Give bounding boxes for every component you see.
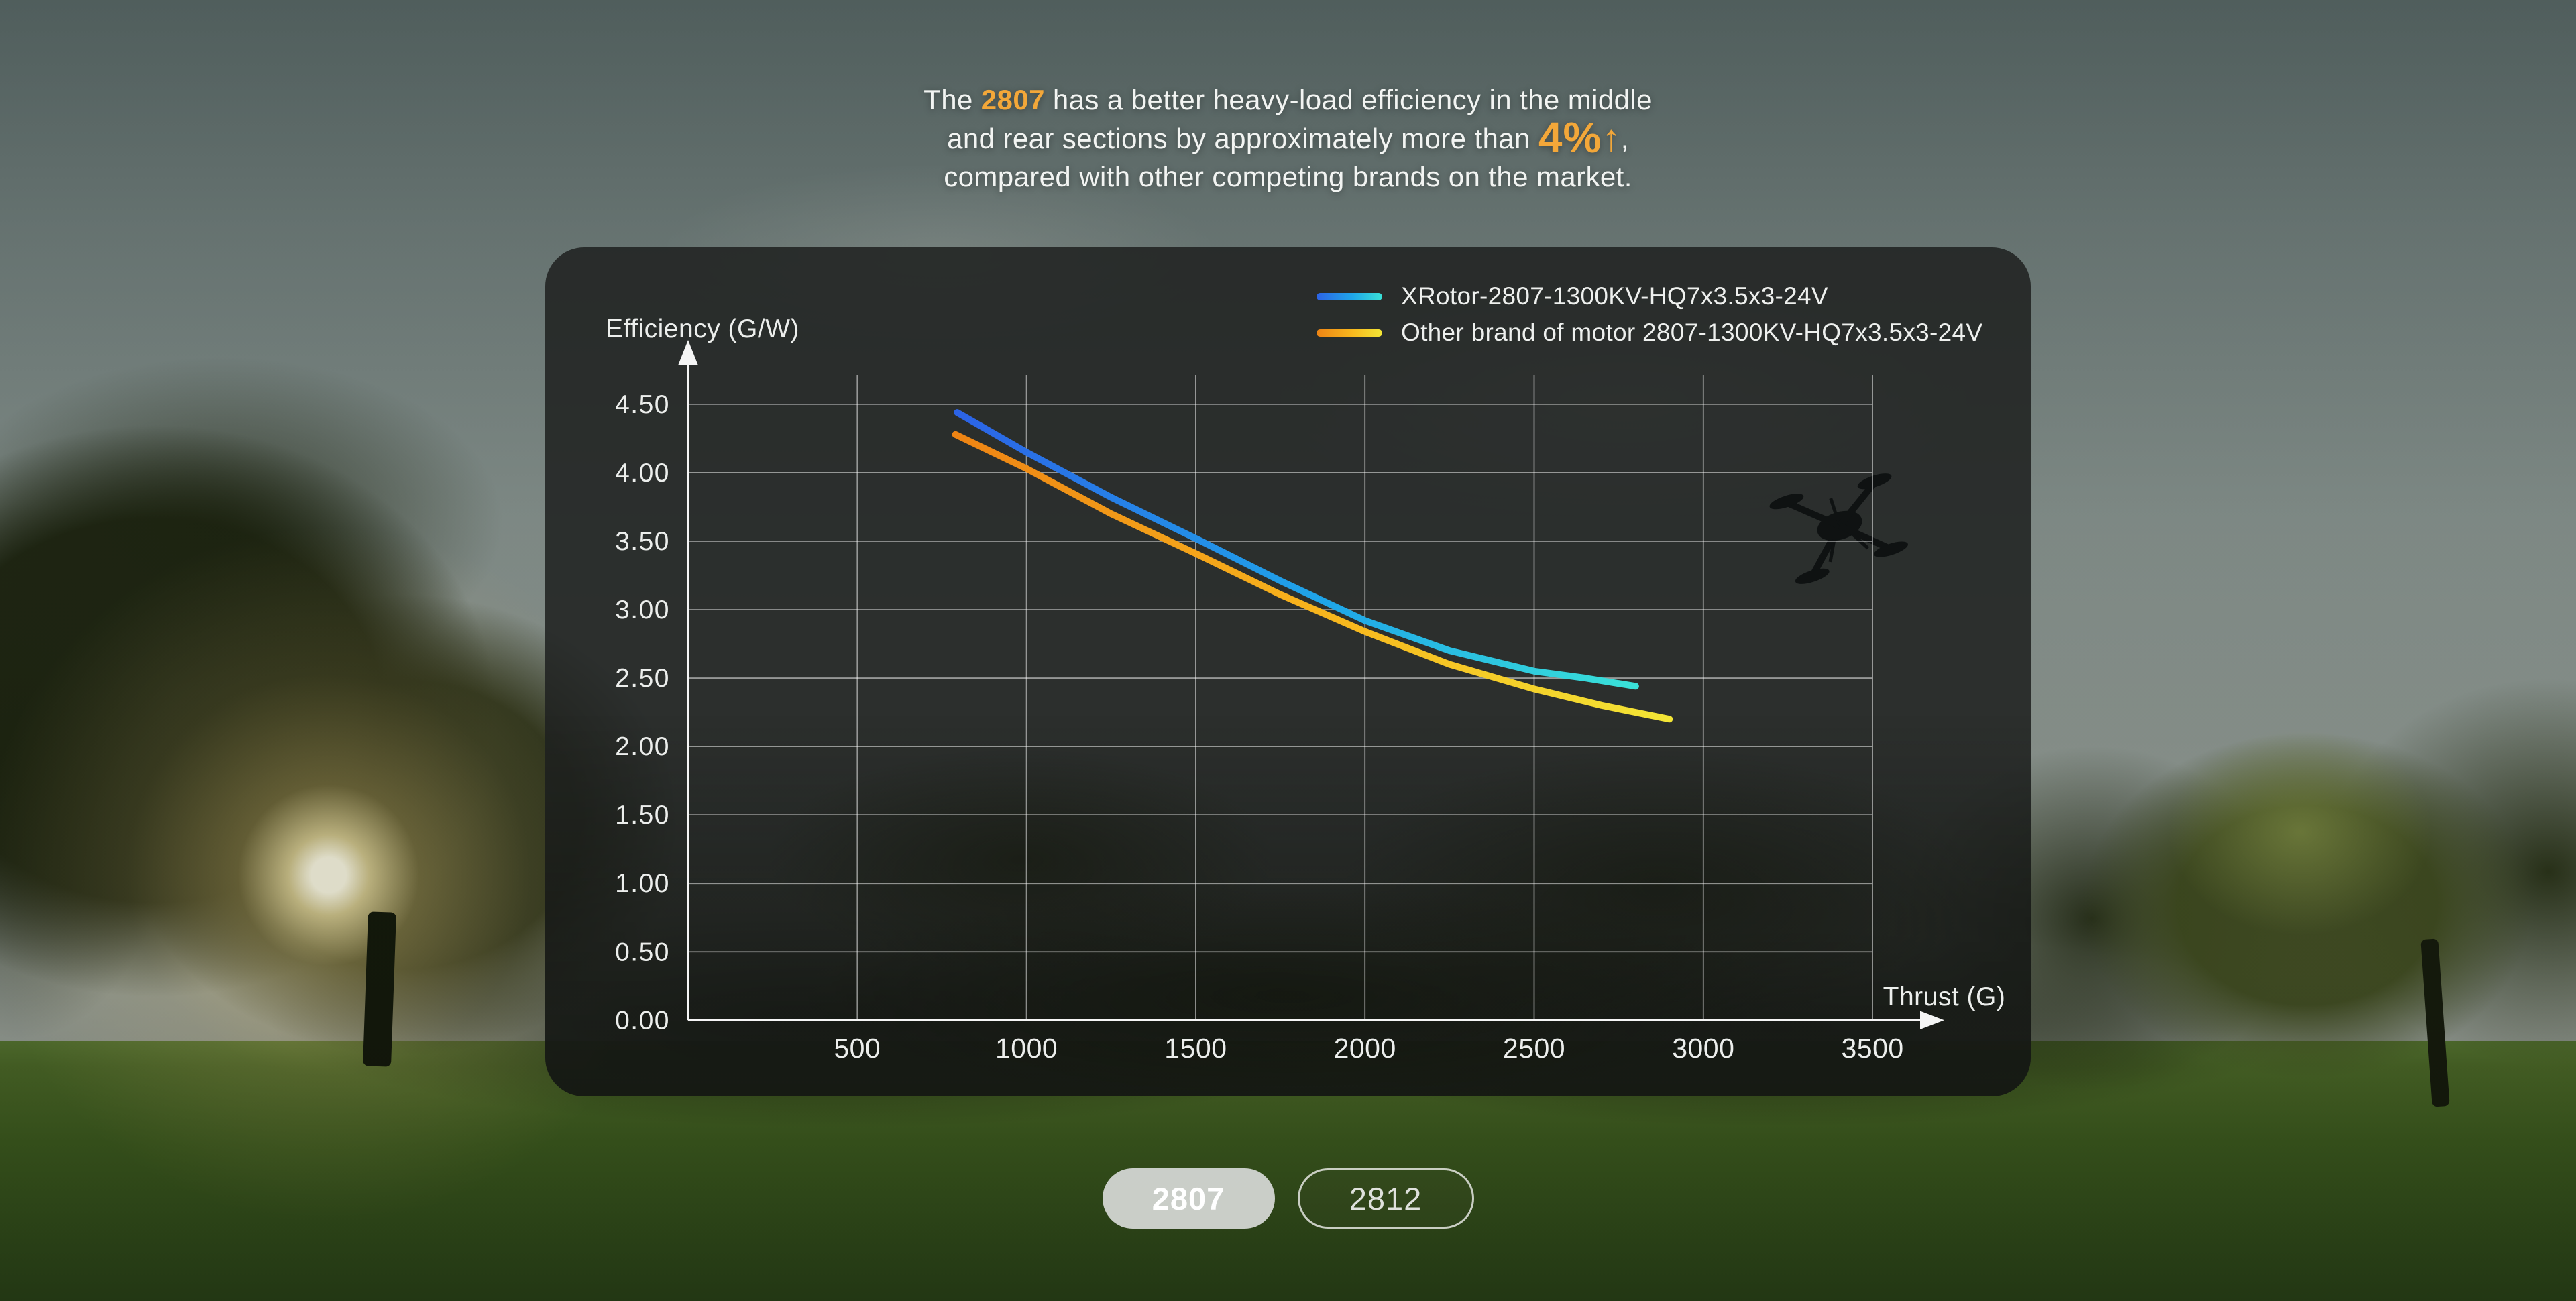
svg-text:2.50: 2.50 (615, 664, 670, 693)
chart-legend: XRotor-2807-1300KV-HQ7x3.5x3-24V Other b… (1317, 282, 1982, 347)
model-number-accent: 2807 (981, 84, 1045, 115)
model-toggle: 2807 2812 (0, 1168, 2576, 1229)
chart-panel: 0.00 0.50 1.00 1.50 2.00 2.50 3.00 3.50 4.00 4.50… (545, 247, 2031, 1096)
model-tab-2812[interactable]: 2812 (1297, 1168, 1474, 1229)
svg-text:2000: 2000 (1334, 1033, 1396, 1064)
efficiency-chart: 0.00 0.50 1.00 1.50 2.00 2.50 3.00 3.50 4.00 4.50… (606, 315, 2006, 1064)
legend-item-xrotor: XRotor-2807-1300KV-HQ7x3.5x3-24V (1317, 282, 1982, 310)
x-axis-title: Thrust (G) (1883, 982, 2006, 1011)
svg-text:0.50: 0.50 (615, 938, 670, 966)
headline-line-3: compared with other competing brands on … (944, 161, 1632, 192)
svg-text:4.50: 4.50 (615, 390, 670, 419)
svg-text:2500: 2500 (1503, 1033, 1565, 1064)
headline-line-1: The 2807 has a better heavy-load efficie… (923, 84, 1653, 115)
svg-text:2.00: 2.00 (615, 732, 670, 761)
svg-text:1500: 1500 (1164, 1033, 1227, 1064)
legend-item-other-brand: Other brand of motor 2807-1300KV-HQ7x3.5… (1317, 319, 1982, 347)
model-tab-2807[interactable]: 2807 (1102, 1168, 1275, 1229)
svg-text:1000: 1000 (995, 1033, 1058, 1064)
percent-accent: 4% (1538, 113, 1602, 162)
svg-text:4.00: 4.00 (615, 459, 670, 488)
svg-text:500: 500 (834, 1033, 881, 1064)
legend-label-other-brand: Other brand of motor 2807-1300KV-HQ7x3.5… (1401, 319, 1983, 346)
y-axis-title: Efficiency (G/W) (606, 315, 799, 343)
svg-text:3.00: 3.00 (615, 596, 670, 624)
svg-text:3.50: 3.50 (615, 527, 670, 556)
tree-trunk-left (362, 911, 397, 1067)
svg-text:1.50: 1.50 (615, 801, 670, 830)
svg-text:0.00: 0.00 (615, 1006, 670, 1035)
headline-line-2: and rear sections by approximately more … (947, 113, 1629, 162)
svg-text:3500: 3500 (1841, 1033, 1903, 1064)
legend-line-blue-icon (1317, 292, 1382, 300)
legend-label-xrotor: XRotor-2807-1300KV-HQ7x3.5x3-24V (1401, 282, 1828, 310)
headline: The 2807 has a better heavy-load efficie… (0, 80, 2576, 196)
up-arrow-icon: ↑ (1602, 117, 1621, 159)
svg-text:3000: 3000 (1672, 1033, 1734, 1064)
legend-line-orange-icon (1317, 329, 1382, 337)
svg-text:1.00: 1.00 (615, 869, 670, 898)
